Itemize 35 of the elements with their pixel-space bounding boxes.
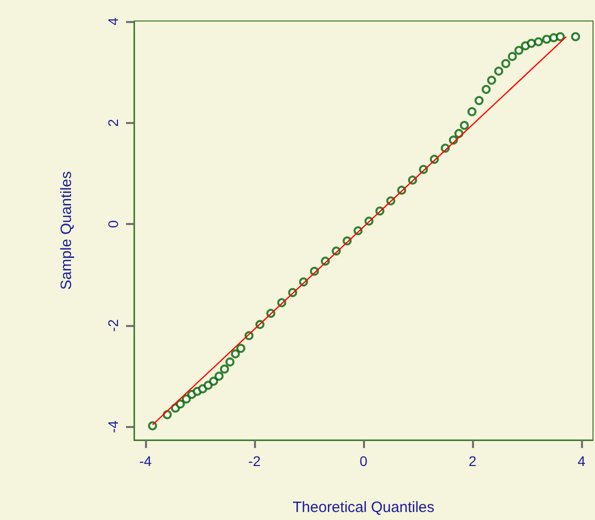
y-tick-label: 2 bbox=[105, 118, 121, 127]
y-tick-label: -2 bbox=[105, 319, 121, 332]
x-axis-title: Theoretical Quantiles bbox=[292, 499, 434, 516]
point bbox=[534, 37, 543, 46]
point bbox=[514, 46, 524, 55]
point bbox=[204, 380, 213, 390]
point bbox=[482, 84, 491, 94]
y-tick-label: -4 bbox=[105, 420, 121, 434]
y-axis-title: Sample Quantiles bbox=[58, 171, 75, 290]
point bbox=[467, 107, 476, 116]
point bbox=[526, 38, 536, 48]
x-tick-label: 0 bbox=[360, 453, 368, 469]
point bbox=[209, 376, 218, 386]
point bbox=[494, 66, 504, 76]
x-tick-label: 2 bbox=[468, 453, 477, 469]
x-tick-label: -2 bbox=[248, 453, 261, 469]
y-tick-label: 0 bbox=[105, 220, 121, 228]
point bbox=[214, 372, 224, 381]
point bbox=[571, 32, 580, 42]
point bbox=[460, 120, 469, 130]
point bbox=[508, 52, 517, 61]
x-tick-label: 4 bbox=[578, 453, 586, 469]
point bbox=[501, 59, 510, 68]
point bbox=[236, 344, 246, 353]
y-tick-label: 4 bbox=[105, 17, 121, 26]
point bbox=[474, 96, 484, 106]
point bbox=[148, 421, 158, 430]
point bbox=[556, 32, 565, 42]
point bbox=[542, 34, 552, 44]
point bbox=[230, 349, 240, 358]
point bbox=[220, 364, 229, 374]
x-tick-label: -4 bbox=[139, 453, 152, 469]
point bbox=[225, 357, 234, 366]
point bbox=[487, 76, 496, 85]
point bbox=[176, 400, 185, 409]
